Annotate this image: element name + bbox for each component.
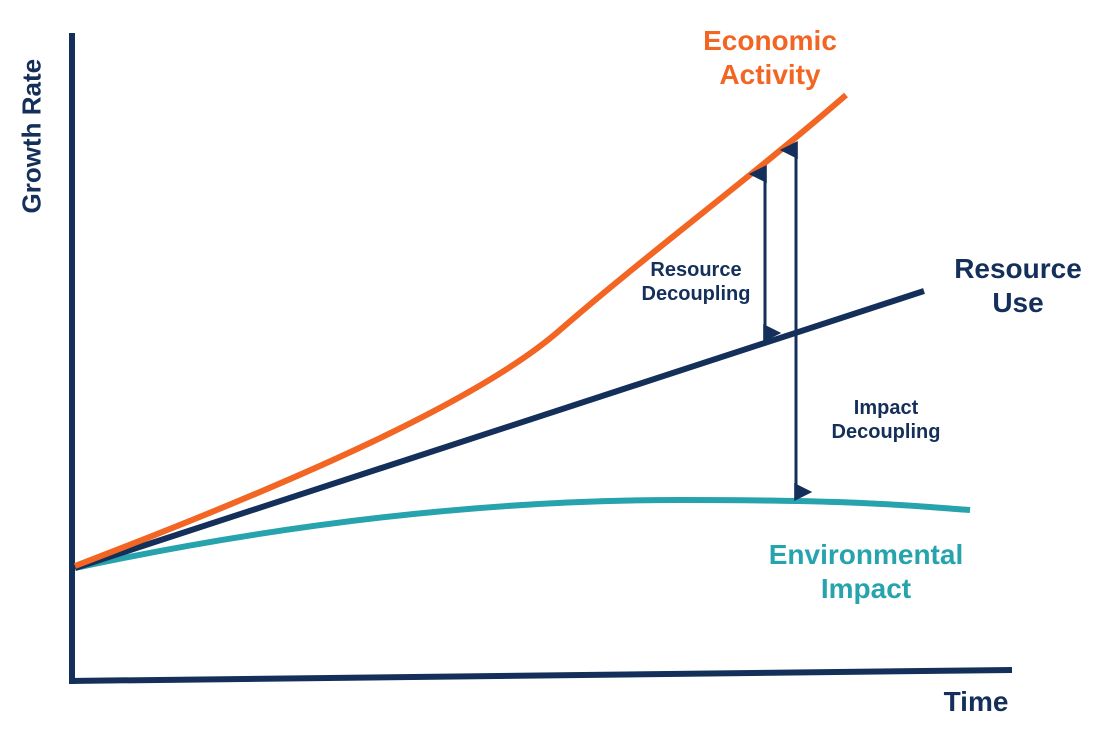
x-axis (68, 667, 1013, 684)
environmental-impact-label: Environmental Impact (746, 538, 986, 606)
impact-decoupling-label-line2: Decoupling (831, 421, 941, 444)
y-axis-label: Growth Rate (16, 58, 47, 214)
resource-decoupling-label: Resource Decoupling (626, 258, 766, 307)
impact-decoupling-label-line1: Impact (853, 397, 919, 419)
economic-activity-label-line1: Economic (703, 25, 837, 56)
resource-decoupling-label-line2: Decoupling (641, 283, 751, 306)
environmental-impact-label-line1: Environmental (768, 539, 964, 570)
environmental-impact-line (74, 496, 971, 571)
resource-use-label-line1: Resource (954, 253, 1082, 284)
economic-activity-label: Economic Activity (670, 24, 870, 92)
economic-activity-label-line2: Activity (719, 59, 821, 91)
resource-use-label-line2: Use (992, 287, 1044, 319)
economic-activity-line (73, 92, 848, 569)
environmental-impact-label-line2: Impact (820, 573, 912, 605)
x-axis-label: Time (943, 686, 1009, 717)
impact-decoupling-label: Impact Decoupling (816, 396, 956, 445)
resource-decoupling-label-line1: Resource (650, 259, 742, 281)
resource-use-label: Resource Use (938, 252, 1098, 320)
